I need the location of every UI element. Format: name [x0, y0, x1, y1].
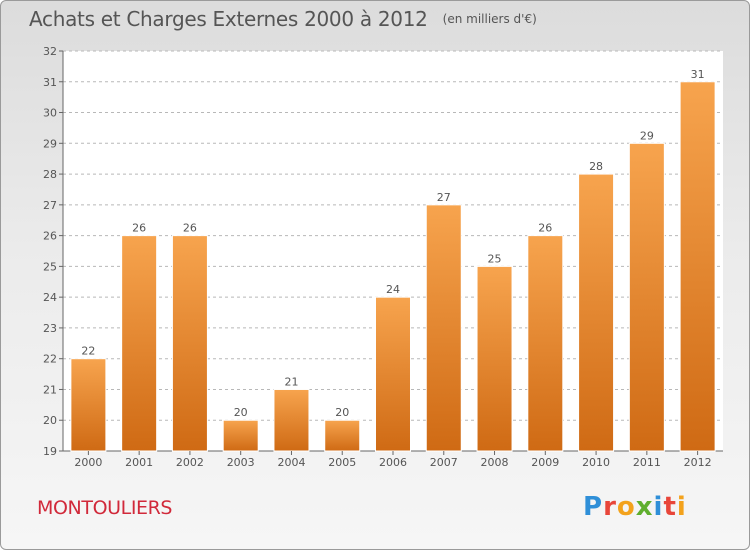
y-tick-label: 22 [43, 353, 57, 366]
bar [375, 296, 411, 452]
x-tick-label: 2008 [481, 456, 509, 469]
bar [121, 235, 158, 452]
brand-letter: i [653, 492, 664, 522]
data-label: 31 [691, 68, 705, 81]
bar [527, 235, 564, 452]
x-tick-label: 2001 [125, 456, 153, 469]
y-tick-label: 23 [43, 322, 57, 335]
data-label: 28 [589, 160, 603, 173]
y-tick-label: 32 [43, 45, 57, 58]
data-label: 22 [81, 345, 95, 358]
brand-letter: t [663, 492, 677, 522]
x-tick-label: 2007 [430, 456, 458, 469]
y-tick-label: 31 [43, 76, 57, 89]
brand-letter: r [603, 492, 617, 522]
data-label: 20 [234, 406, 248, 419]
proxiti-logo: Proxiti [583, 492, 687, 522]
data-label: 26 [183, 222, 197, 235]
data-label: 29 [640, 129, 654, 142]
brand-letter: P [583, 492, 604, 522]
y-tick-label: 26 [43, 230, 57, 243]
data-label: 20 [335, 406, 349, 419]
bar [578, 173, 615, 452]
x-tick-label: 2003 [227, 456, 255, 469]
brand-letter: x [635, 492, 654, 522]
data-label: 24 [386, 283, 400, 296]
x-tick-label: 2006 [379, 456, 407, 469]
bar [171, 235, 208, 452]
y-tick-label: 25 [43, 260, 57, 273]
y-tick-label: 24 [43, 291, 57, 304]
x-tick-label: 2005 [328, 456, 356, 469]
bar [628, 142, 665, 452]
x-tick-label: 2012 [684, 456, 712, 469]
bar [679, 81, 716, 452]
bar [425, 204, 462, 452]
data-label: 26 [132, 222, 146, 235]
x-tick-label: 2011 [633, 456, 661, 469]
y-tick-label: 30 [43, 107, 57, 120]
title-row: Achats et Charges Externes 2000 à 2012 (… [29, 7, 537, 31]
chart-subtitle: (en milliers d'€) [442, 12, 537, 26]
chart-title: Achats et Charges Externes 2000 à 2012 [29, 7, 428, 31]
y-tick-label: 20 [43, 414, 57, 427]
x-tick-label: 2010 [582, 456, 610, 469]
y-tick-label: 21 [43, 383, 57, 396]
bar [70, 358, 107, 452]
bar [476, 265, 513, 452]
x-tick-label: 2000 [74, 456, 102, 469]
y-tick-label: 27 [43, 199, 57, 212]
data-label: 21 [284, 375, 298, 388]
x-tick-label: 2002 [176, 456, 204, 469]
brand-letter: o [616, 492, 636, 522]
bar [324, 419, 361, 452]
data-label: 25 [488, 252, 502, 265]
data-label: 27 [437, 191, 451, 204]
y-tick-label: 28 [43, 168, 57, 181]
y-tick-label: 29 [43, 137, 57, 150]
brand-letter: i [676, 492, 687, 522]
x-tick-label: 2004 [277, 456, 305, 469]
x-tick-label: 2009 [531, 456, 559, 469]
bar [222, 419, 259, 452]
y-tick-label: 19 [43, 445, 57, 458]
data-label: 26 [538, 222, 552, 235]
bar [273, 388, 310, 452]
commune-name: MONTOULIERS [37, 497, 173, 519]
